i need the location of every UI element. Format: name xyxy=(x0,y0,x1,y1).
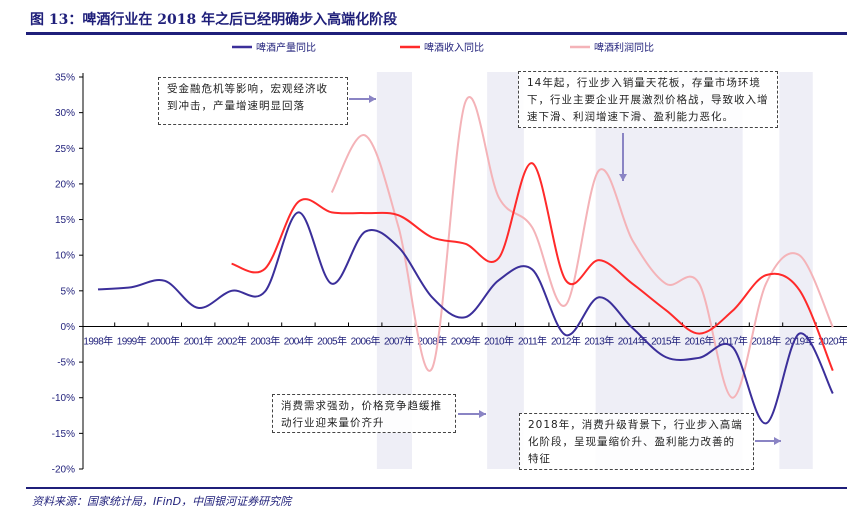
x-tick-label: 2007年 xyxy=(384,334,414,347)
x-tick-label: 2009年 xyxy=(451,334,481,347)
x-tick-label: 2011年 xyxy=(518,334,547,347)
x-tick-label: 2002年 xyxy=(217,334,247,347)
x-tick-label: 2015年 xyxy=(651,334,681,347)
x-tick-label: 1998年 xyxy=(83,334,113,347)
annotation-financial-crisis: 受金融危机等影响，宏观经济收到冲击，产量增速明显回落 xyxy=(158,77,348,125)
annotation-premiumization: 2018年，消费升级背景下，行业步入高端化阶段，呈现量缩价升、盈利能力改善的特征 xyxy=(519,413,754,470)
y-tick-label: -20% xyxy=(52,465,75,476)
annotation-price-war: 14年起，行业步入销量天花板，存量市场环境下，行业主要企业开展激烈价格战，导致收… xyxy=(518,71,778,128)
x-tick-label: 2006年 xyxy=(351,334,381,347)
bottom-rule xyxy=(26,487,847,489)
y-tick-label: -10% xyxy=(52,393,75,404)
x-tick-label: 2017年 xyxy=(718,334,748,347)
arrow-head-icon xyxy=(774,437,781,445)
y-tick-label: 25% xyxy=(55,144,75,155)
x-tick-label: 2004年 xyxy=(284,334,314,347)
source-note: 资料来源：国家统计局，IFinD，中国银河证券研究院 xyxy=(32,495,292,508)
series-line-profit xyxy=(330,96,834,399)
annotation-volume-price-rise: 消费需求强劲，价格竞争趋缓推动行业迎来量价齐升 xyxy=(272,394,456,433)
x-tick-label: 1999年 xyxy=(117,334,147,347)
legend-label: 啤酒收入同比 xyxy=(424,41,484,54)
y-tick-label: 10% xyxy=(55,251,75,262)
x-tick-label: 2005年 xyxy=(317,334,347,347)
y-tick-label: 30% xyxy=(55,108,75,119)
x-tick-label: 2020年 xyxy=(818,334,847,347)
y-tick-label: -5% xyxy=(57,358,75,369)
x-tick-label: 2014年 xyxy=(618,334,648,347)
x-tick-label: 2013年 xyxy=(584,334,614,347)
x-tick-label: 2008年 xyxy=(417,334,447,347)
y-tick-label: 35% xyxy=(55,73,75,84)
highlight-band xyxy=(779,72,813,469)
x-tick-label: 2016年 xyxy=(685,334,715,347)
x-tick-label: 2003年 xyxy=(250,334,280,347)
y-tick-label: 5% xyxy=(61,286,76,297)
y-tick-label: -15% xyxy=(52,429,75,440)
y-tick-label: 0% xyxy=(61,322,76,333)
x-tick-label: 2000年 xyxy=(150,334,180,347)
series-line-production xyxy=(97,211,834,425)
arrow-head-icon xyxy=(619,174,627,181)
highlight-band xyxy=(595,72,743,469)
x-tick-label: 2001年 xyxy=(184,334,214,347)
figure-title: 图 13：啤酒行业在 2018 年之后已经明确步入高端化阶段 xyxy=(30,12,398,28)
y-tick-label: 15% xyxy=(55,215,75,226)
x-tick-label: 2010年 xyxy=(484,334,514,347)
legend-label: 啤酒利润同比 xyxy=(594,41,654,54)
highlight-band xyxy=(487,72,524,469)
x-tick-label: 2018年 xyxy=(751,334,781,347)
x-tick-label: 2012年 xyxy=(551,334,581,347)
top-rule xyxy=(26,32,847,35)
arrow-head-icon xyxy=(479,410,486,418)
y-tick-label: 20% xyxy=(55,179,75,190)
arrow-head-icon xyxy=(369,95,376,103)
legend-label: 啤酒产量同比 xyxy=(256,41,316,54)
